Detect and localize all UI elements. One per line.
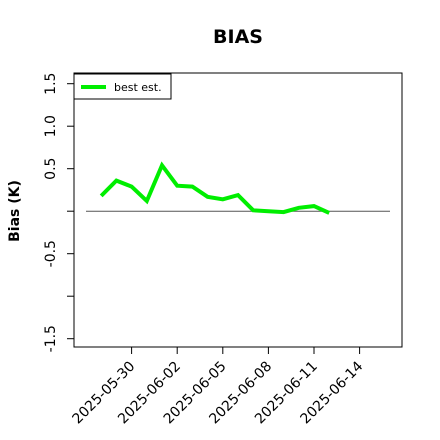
y-tick-label: 1.0 bbox=[43, 115, 59, 137]
x-axis: 2025-05-302025-06-022025-06-052025-06-08… bbox=[70, 346, 366, 427]
legend-entry-label: best est. bbox=[114, 81, 162, 94]
y-axis-label: Bias (K) bbox=[7, 180, 23, 242]
y-axis: -1.5 -0.5 0.5 1.0 1.5 bbox=[43, 73, 74, 352]
series-layer bbox=[99, 161, 331, 215]
y-tick-label: -1.5 bbox=[43, 325, 59, 352]
plot-frame bbox=[73, 72, 403, 348]
y-tick-label: 1.5 bbox=[43, 73, 59, 95]
y-tick-label: -0.5 bbox=[43, 240, 59, 267]
chart-title: BIAS bbox=[213, 26, 263, 48]
legend: best est. bbox=[73, 73, 172, 100]
y-tick-label: 0.5 bbox=[43, 158, 59, 180]
series-line bbox=[99, 161, 331, 215]
